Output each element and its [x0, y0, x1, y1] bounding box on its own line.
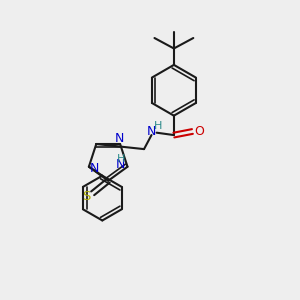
Text: N: N [90, 162, 100, 175]
Text: N: N [116, 158, 126, 171]
Text: H: H [117, 154, 125, 164]
Text: S: S [82, 190, 90, 203]
Text: O: O [194, 125, 204, 138]
Text: H: H [154, 121, 163, 131]
Text: N: N [147, 125, 157, 138]
Text: N: N [115, 132, 124, 145]
